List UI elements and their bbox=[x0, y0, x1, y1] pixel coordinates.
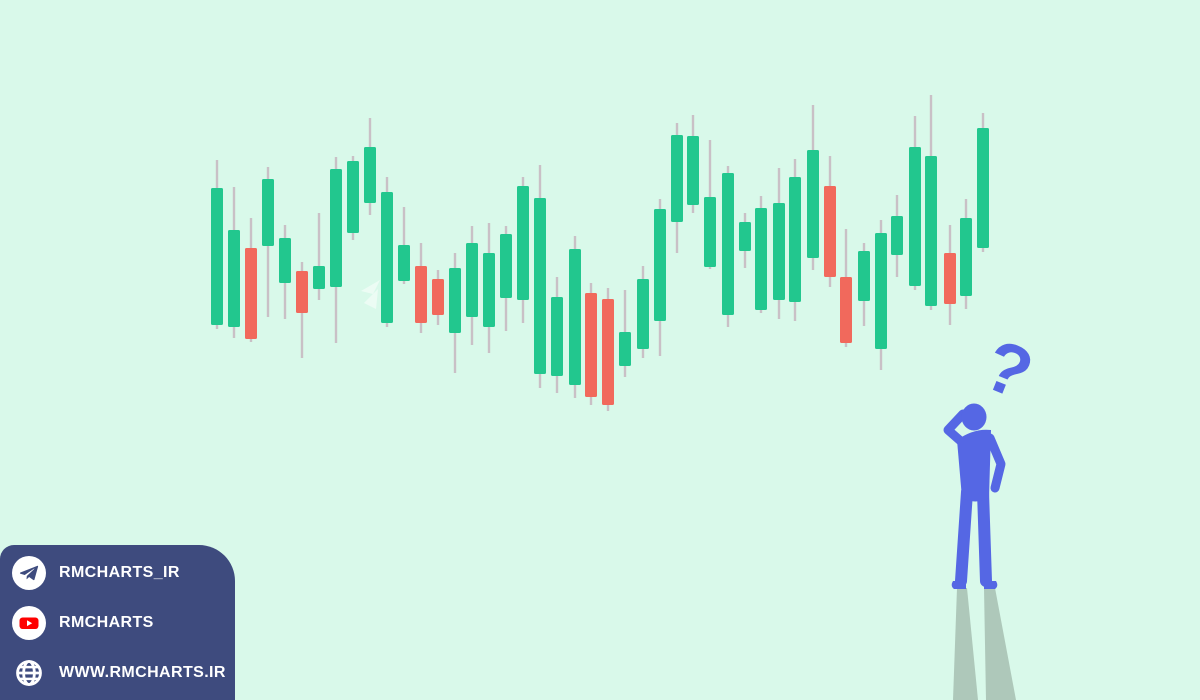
shadow-beams bbox=[953, 588, 1016, 700]
candle-bullish bbox=[619, 332, 631, 366]
candle-bearish bbox=[602, 299, 614, 405]
globe-icon[interactable] bbox=[12, 656, 46, 690]
thinking-person bbox=[943, 403, 1006, 589]
social-row-website[interactable]: WWW.RMCHARTS.IR bbox=[12, 656, 235, 690]
candle-bullish bbox=[637, 279, 649, 349]
candle-bullish bbox=[449, 268, 461, 333]
candle-bullish bbox=[483, 253, 495, 327]
candle-bullish bbox=[722, 173, 734, 315]
candle-bullish bbox=[534, 198, 546, 374]
candle-bullish bbox=[739, 222, 751, 251]
candle-bullish bbox=[671, 135, 683, 222]
candle-bullish bbox=[789, 177, 801, 302]
lowered-arm bbox=[985, 433, 1006, 493]
torso bbox=[957, 429, 991, 502]
candle-bearish bbox=[824, 186, 836, 277]
candle-bullish bbox=[398, 245, 410, 281]
head bbox=[961, 403, 987, 431]
candle-bearish bbox=[585, 293, 597, 397]
candle-bearish bbox=[432, 279, 444, 315]
candle-bullish bbox=[211, 188, 223, 325]
candle-bullish bbox=[330, 169, 342, 287]
candle-bullish bbox=[807, 150, 819, 258]
candle-bullish bbox=[228, 230, 240, 327]
candle-bullish bbox=[313, 266, 325, 289]
right-foot bbox=[984, 581, 998, 589]
candle-bullish bbox=[364, 147, 376, 203]
candle-bullish bbox=[381, 192, 393, 323]
telegram-handle[interactable]: RMCHARTS_IR bbox=[59, 564, 180, 581]
candle-bullish bbox=[977, 128, 989, 248]
candle-bullish bbox=[654, 209, 666, 321]
candle-bullish bbox=[500, 234, 512, 298]
telegram-icon[interactable] bbox=[12, 556, 46, 590]
candle-bearish bbox=[245, 248, 257, 339]
candle-bullish bbox=[909, 147, 921, 286]
candle-bullish bbox=[858, 251, 870, 301]
candle-bullish bbox=[925, 156, 937, 306]
candle-bullish bbox=[704, 197, 716, 267]
social-row-youtube[interactable]: RMCHARTS bbox=[12, 606, 235, 640]
social-row-telegram[interactable]: RMCHARTS_IR bbox=[12, 556, 235, 590]
candle-bearish bbox=[296, 271, 308, 313]
candle-bearish bbox=[415, 266, 427, 323]
right-leg bbox=[977, 486, 992, 587]
website-url[interactable]: WWW.RMCHARTS.IR bbox=[59, 664, 226, 681]
candle-bullish bbox=[569, 249, 581, 385]
candle-bullish bbox=[517, 186, 529, 300]
candle-bullish bbox=[687, 136, 699, 205]
candle-bullish bbox=[773, 203, 785, 300]
candle-bullish bbox=[875, 233, 887, 349]
candle-bullish bbox=[347, 161, 359, 233]
watermark-logo-icon bbox=[361, 280, 380, 309]
youtube-handle[interactable]: RMCHARTS bbox=[59, 614, 154, 631]
social-panel: RMCHARTS_IR RMCHARTS WWW.RMCHARTS.IR bbox=[0, 545, 235, 700]
candle-bullish bbox=[960, 218, 972, 296]
candle-bullish bbox=[466, 243, 478, 317]
candle-bullish bbox=[551, 297, 563, 376]
candle-bearish bbox=[840, 277, 852, 343]
candle-bullish bbox=[891, 216, 903, 255]
candle-bullish bbox=[262, 179, 274, 246]
left-leg bbox=[955, 486, 973, 587]
youtube-icon[interactable] bbox=[12, 606, 46, 640]
candle-bullish bbox=[279, 238, 291, 283]
left-foot bbox=[951, 581, 966, 589]
candle-bullish bbox=[755, 208, 767, 310]
candle-bearish bbox=[944, 253, 956, 304]
